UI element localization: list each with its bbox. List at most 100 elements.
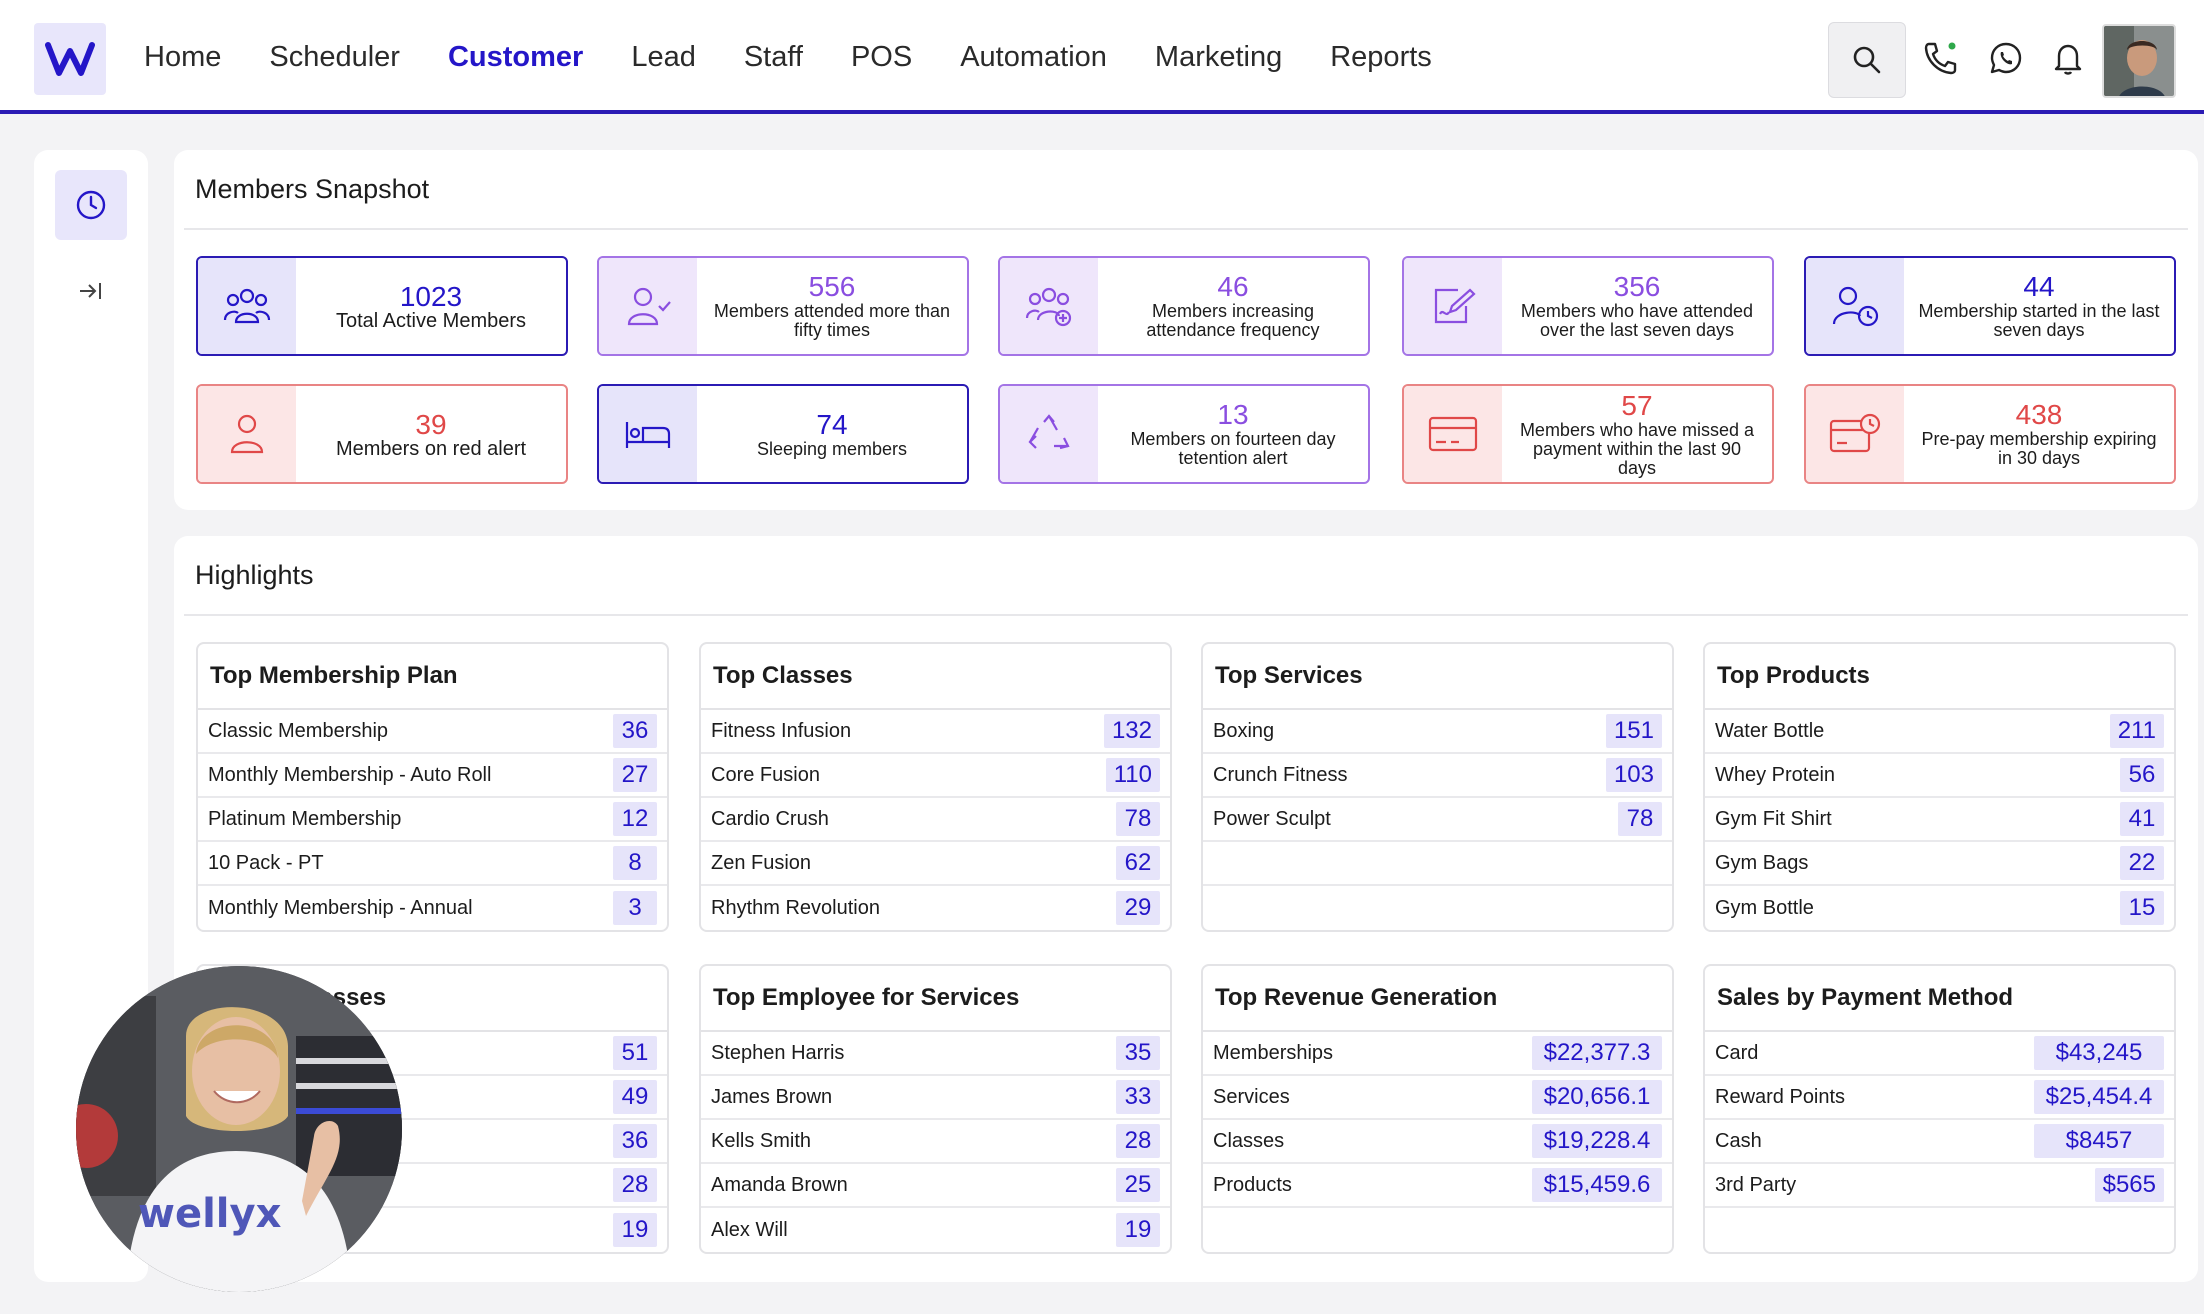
avatar-photo-icon [2104, 26, 2174, 96]
top-navigation-bar: Home Scheduler Customer Lead Staff POS A… [0, 0, 2204, 114]
nav-automation[interactable]: Automation [960, 40, 1107, 73]
user-check-icon [599, 258, 697, 354]
table-row[interactable]: Classes $19,228.4 [1203, 1120, 1672, 1164]
table-row[interactable]: Services $20,656.1 [1203, 1076, 1672, 1120]
user-avatar[interactable] [2102, 24, 2176, 98]
row-value: $20,656.1 [1532, 1080, 1662, 1114]
table-row[interactable]: Products $15,459.6 [1203, 1164, 1672, 1208]
nav-marketing[interactable]: Marketing [1154, 40, 1283, 73]
row-label: Stephen Harris [711, 1041, 845, 1064]
stat-card-total-active[interactable]: 1023 Total Active Members [196, 256, 568, 356]
row-label: Alex Will [711, 1218, 788, 1241]
search-button[interactable] [1828, 22, 1906, 98]
highlight-card-title: Top Membership Plan [198, 644, 667, 710]
table-row[interactable]: Gym Fit Shirt 41 [1705, 798, 2174, 842]
table-row[interactable]: Classic Membership 36 [198, 710, 667, 754]
table-row[interactable]: James Brown 33 [701, 1076, 1170, 1120]
table-row[interactable]: 3rd Party $565 [1705, 1164, 2174, 1208]
table-row[interactable]: Monthly Membership - Annual 3 [198, 886, 667, 930]
nav-reports[interactable]: Reports [1330, 40, 1432, 73]
stat-card-prepay-expiring[interactable]: 438 Pre-pay membership expiring in 30 day… [1804, 384, 2176, 484]
nav-home[interactable]: Home [144, 40, 222, 73]
table-row[interactable]: Rhythm Revolution 29 [701, 886, 1170, 930]
card-clock-icon [1806, 386, 1904, 482]
wellyx-logo[interactable] [34, 23, 106, 95]
stat-card-red-alert[interactable]: 39 Members on red alert [196, 384, 568, 484]
stat-card-attended-fifty[interactable]: 556 Members attended more than fifty time… [597, 256, 969, 356]
nav-lead[interactable]: Lead [631, 40, 696, 73]
table-row[interactable]: 49 [198, 1076, 667, 1120]
table-row[interactable]: Power Sculpt 78 [1203, 798, 1672, 842]
row-value: $565 [2094, 1168, 2164, 1202]
stat-value: 46 [1217, 271, 1249, 302]
table-row[interactable]: Monthly Membership - Auto Roll 27 [198, 754, 667, 798]
stat-card-retention-alert[interactable]: 13 Members on fourteen day tetention aler… [998, 384, 1370, 484]
highlight-card-top-membership-plan: Top Membership Plan Classic Membership 36 M… [196, 642, 669, 932]
user-clock-icon [1806, 258, 1904, 354]
nav-scheduler[interactable]: Scheduler [269, 40, 400, 73]
nav-customer[interactable]: Customer [447, 40, 584, 73]
row-value: 19 [1116, 1213, 1160, 1247]
whatsapp-button[interactable] [1986, 38, 2026, 78]
table-row[interactable]: Gym Bottle 15 [1705, 886, 2174, 930]
stat-label: Members on fourteen day tetention alert [1130, 429, 1336, 468]
table-row[interactable]: Platinum Membership 12 [198, 798, 667, 842]
row-value: 3 [613, 891, 657, 925]
expand-sidebar-button[interactable] [74, 274, 108, 308]
table-row[interactable]: Zen Fusion 62 [701, 842, 1170, 886]
nav-pos[interactable]: POS [850, 40, 913, 73]
stat-value: 356 [1613, 271, 1661, 302]
row-value: 132 [1103, 714, 1160, 748]
table-row[interactable]: Stephen Harris 35 [701, 1032, 1170, 1076]
table-row[interactable]: Boxing 151 [1203, 710, 1672, 754]
table-row[interactable]: Gym Bags 22 [1705, 842, 2174, 886]
stat-card-membership-started[interactable]: 44 Membership started in the last seven d… [1804, 256, 2176, 356]
phone-button[interactable] [1920, 38, 1960, 78]
table-row[interactable]: Kells Smith 28 [701, 1120, 1170, 1164]
table-row[interactable]: Cash $8457 [1705, 1120, 2174, 1164]
table-row[interactable]: Card $43,245 [1705, 1032, 2174, 1076]
row-label: James Brown [711, 1085, 833, 1108]
history-button[interactable] [55, 170, 127, 240]
row-label: Classic Membership [208, 719, 389, 742]
row-label: Zen Fusion [711, 851, 812, 874]
stat-card-sleeping[interactable]: 74 Sleeping members [597, 384, 969, 484]
table-row[interactable]: 51 [198, 1032, 667, 1076]
table-row[interactable]: Crunch Fitness 103 [1203, 754, 1672, 798]
nav-staff[interactable]: Staff [743, 40, 803, 73]
table-row[interactable]: Core Fusion 110 [701, 754, 1170, 798]
row-label: Gym Bottle [1715, 896, 1814, 919]
stat-card-increasing-frequency[interactable]: 46 Members increasing attendance frequenc… [998, 256, 1370, 356]
row-value: 110 [1105, 758, 1160, 792]
row-label: Card [1715, 1041, 1759, 1064]
stat-card-attended-seven-days[interactable]: 356 Members who have attended over the la… [1402, 256, 1774, 356]
row-label: Whey Protein [1715, 763, 1836, 786]
table-row[interactable]: Reward Points $25,454.4 [1705, 1076, 2174, 1120]
recycle-icon [1000, 386, 1098, 482]
row-value: 29 [1116, 891, 1160, 925]
stat-label: Members on red alert [335, 437, 527, 460]
row-value: 28 [1116, 1124, 1160, 1158]
table-row[interactable]: 10 Pack - PT 8 [198, 842, 667, 886]
table-row[interactable]: 28 [198, 1164, 667, 1208]
row-label: Platinum Membership [208, 807, 402, 830]
highlight-card-title: Top Classes [701, 644, 1170, 710]
table-row[interactable]: Cardio Crush 78 [701, 798, 1170, 842]
stat-value: 438 [2015, 399, 2063, 430]
table-row[interactable]: Memberships $22,377.3 [1203, 1032, 1672, 1076]
notifications-button[interactable] [2048, 38, 2088, 78]
stat-value: 556 [808, 271, 856, 302]
table-row [1203, 886, 1672, 930]
highlight-card-top-employee-for-services: Top Employee for Services Stephen Harris 3… [699, 964, 1172, 1254]
row-label: Power Sculpt [1213, 807, 1331, 830]
row-label: Services [1213, 1085, 1290, 1108]
table-row[interactable]: Water Bottle 211 [1705, 710, 2174, 754]
table-row[interactable]: 36 [198, 1120, 667, 1164]
table-row[interactable]: 19 [198, 1208, 667, 1252]
stat-value: 39 [415, 408, 447, 440]
table-row[interactable]: Alex Will 19 [701, 1208, 1170, 1252]
stat-card-missed-payment[interactable]: 57 Members who have missed a payment with… [1402, 384, 1774, 484]
table-row[interactable]: Amanda Brown 25 [701, 1164, 1170, 1208]
table-row[interactable]: Whey Protein 56 [1705, 754, 2174, 798]
table-row[interactable]: Fitness Infusion 132 [701, 710, 1170, 754]
